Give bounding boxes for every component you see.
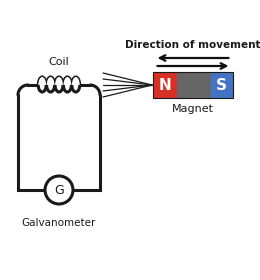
Bar — [153, 72, 233, 98]
Ellipse shape — [63, 77, 71, 93]
Ellipse shape — [38, 77, 46, 93]
Ellipse shape — [55, 77, 63, 93]
Text: Direction of movement: Direction of movement — [125, 40, 260, 50]
Ellipse shape — [72, 77, 80, 93]
Ellipse shape — [47, 77, 54, 93]
Circle shape — [45, 176, 73, 204]
Bar — [177, 72, 211, 98]
Text: G: G — [54, 183, 64, 197]
Bar — [153, 72, 177, 98]
Text: Coil: Coil — [49, 57, 69, 67]
Bar — [211, 72, 233, 98]
Text: S: S — [216, 78, 227, 92]
Text: N: N — [159, 78, 171, 92]
Text: Magnet: Magnet — [172, 104, 214, 114]
Text: Galvanometer: Galvanometer — [22, 218, 96, 228]
